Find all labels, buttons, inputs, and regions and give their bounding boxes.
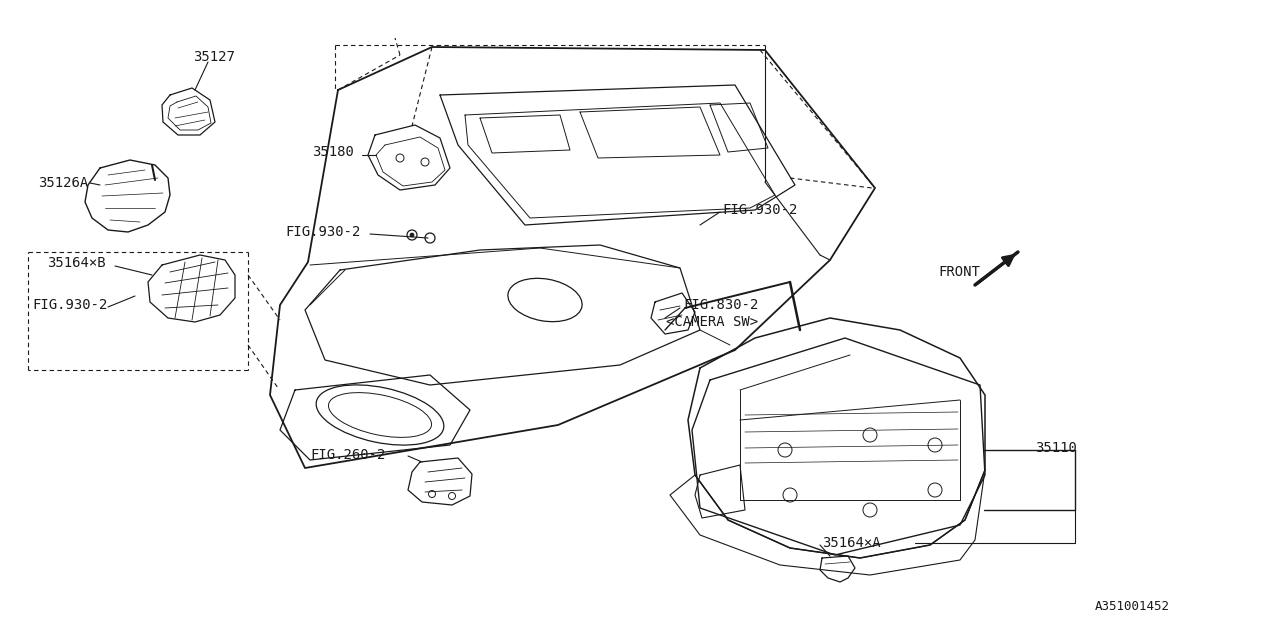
Text: <CAMERA SW>: <CAMERA SW>: [666, 315, 758, 329]
Text: 35164×A: 35164×A: [822, 536, 881, 550]
Text: 35164×B: 35164×B: [47, 256, 106, 270]
Text: 35126A: 35126A: [38, 176, 88, 190]
Text: FIG.930-2: FIG.930-2: [285, 225, 361, 239]
Circle shape: [410, 233, 413, 237]
Text: FIG.930-2: FIG.930-2: [32, 298, 108, 312]
Text: A351001452: A351001452: [1094, 600, 1170, 614]
Text: FIG.930-2: FIG.930-2: [722, 203, 797, 217]
Text: 35127: 35127: [193, 50, 234, 64]
Text: FIG.260-2: FIG.260-2: [310, 448, 385, 462]
Text: 35180: 35180: [312, 145, 353, 159]
Text: FIG.830-2: FIG.830-2: [684, 298, 758, 312]
Text: 35110: 35110: [1036, 441, 1076, 455]
Text: FRONT: FRONT: [938, 265, 980, 279]
